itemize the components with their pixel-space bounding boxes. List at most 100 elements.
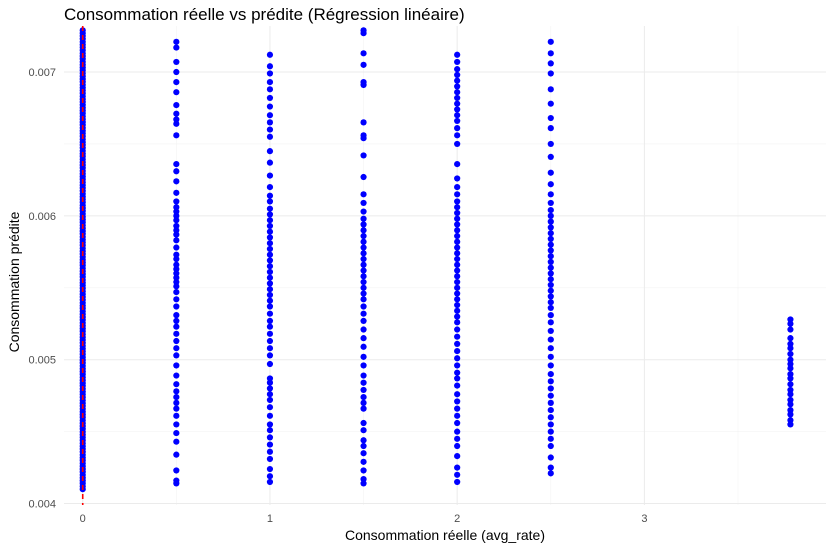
data-point [173,372,180,379]
data-point [787,316,794,323]
data-point [266,70,274,77]
data-point [454,464,461,471]
data-point [173,421,180,428]
data-point [173,244,180,251]
data-point [454,278,461,286]
data-point [454,94,461,102]
data-point [547,385,554,392]
data-point [360,284,367,291]
data-point [173,451,180,458]
data-point [360,81,367,89]
data-point [547,169,554,176]
data-point [266,455,274,463]
data-point [266,323,274,330]
chart-title: Consommation réelle vs prédite (Régressi… [64,5,465,24]
data-point [360,50,367,57]
data-point [266,310,274,317]
data-point [266,198,274,205]
data-point [266,63,274,70]
data-point [173,227,180,234]
data-point [266,352,274,359]
data-point [360,290,367,297]
data-point [454,355,461,362]
data-point [266,228,274,235]
data-point [173,362,180,369]
data-point [173,381,180,388]
y-axis-title: Consommation prédite [6,211,22,352]
data-point [173,274,180,281]
data-point [454,209,461,217]
x-tick-label: 1 [267,513,273,525]
data-point [266,427,274,434]
data-point [787,391,794,398]
data-point [454,442,461,450]
data-point [266,148,274,155]
data-point [360,255,367,263]
data-point [266,172,274,179]
data-point [266,94,274,102]
data-point [547,293,554,300]
data-point [266,412,274,419]
data-point [454,267,461,274]
data-point [173,265,180,273]
data-point [266,303,274,310]
data-point [547,442,554,450]
data-point [454,255,461,263]
data-point [173,323,180,330]
data-point [360,335,367,342]
data-point [360,119,367,126]
data-point [360,450,367,457]
data-point [454,221,461,228]
data-point [173,412,180,419]
data-point [547,212,554,219]
data-point [173,44,180,51]
data-point [454,244,461,251]
data-point [787,375,794,382]
data-point [173,58,180,66]
data-point [173,237,180,244]
data-point [454,51,461,58]
data-point [454,191,461,198]
data-point [360,152,367,159]
data-point [547,114,554,122]
data-point [266,133,274,140]
data-points [79,27,794,493]
data-point [360,221,367,228]
data-point [547,421,554,428]
y-tick-label: 0.006 [28,211,56,223]
data-point [547,371,554,378]
data-point [173,116,180,123]
data-point [454,319,461,326]
data-point [360,372,367,379]
data-point [547,247,554,254]
data-point [454,405,461,412]
data-point [266,217,274,224]
data-point [454,89,461,96]
data-point [266,360,274,368]
data-point [266,421,274,428]
data-point [547,281,554,289]
data-point [173,278,180,286]
data-point [173,261,180,268]
data-point [173,312,180,319]
data-point [360,250,367,257]
data-point [454,307,461,314]
data-point [360,353,367,360]
data-point [360,191,367,198]
data-point [454,290,461,297]
data-point [266,404,274,411]
data-point [454,204,461,211]
data-point [787,396,794,404]
data-point [266,245,274,253]
data-point [266,222,274,230]
data-point [547,435,554,442]
data-point [360,437,367,444]
data-point [454,313,461,320]
data-point [360,467,367,474]
data-point [454,261,461,268]
data-point [360,405,367,412]
data-point [547,287,554,294]
data-point [266,473,274,480]
data-point [266,78,274,86]
data-point [787,421,794,428]
